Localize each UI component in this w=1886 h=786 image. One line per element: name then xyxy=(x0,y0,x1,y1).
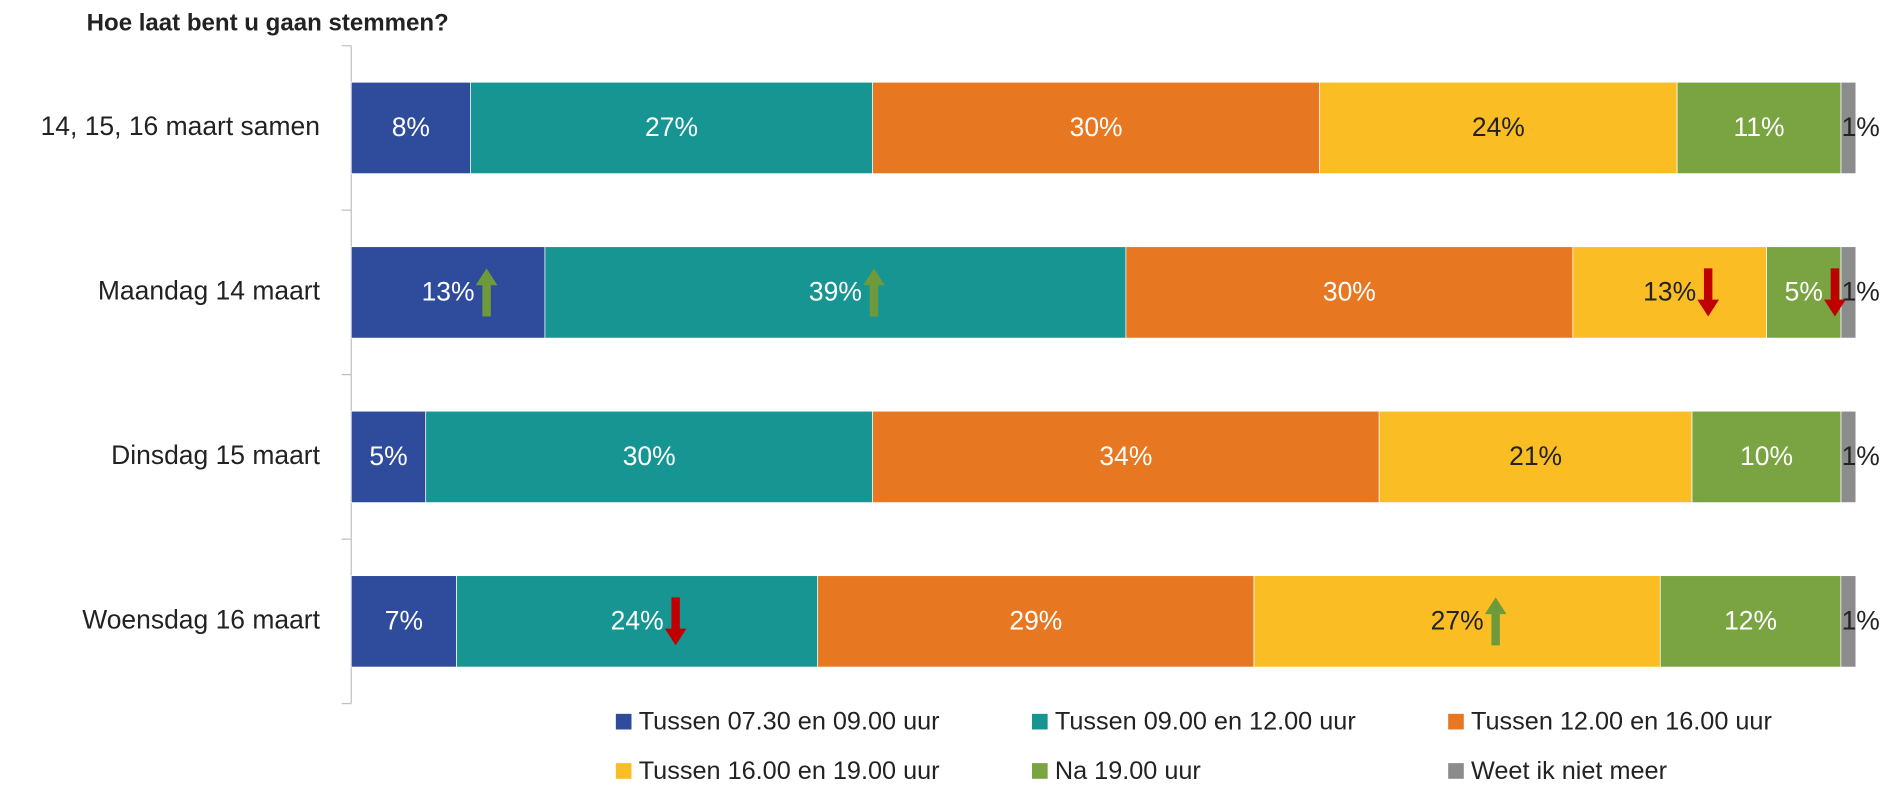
legend-label: Na 19.00 uur xyxy=(1055,757,1201,785)
bar-segment xyxy=(1840,246,1857,339)
bar-segment xyxy=(1253,575,1661,668)
data-label: 1% xyxy=(1842,441,1880,471)
bar-segment xyxy=(872,410,1380,503)
chart-title: Hoe laat bent u gaan stemmen? xyxy=(87,9,449,36)
data-label: 7% xyxy=(385,606,423,636)
legend-swatch xyxy=(1032,763,1048,779)
category-label: 14, 15, 16 maart samen xyxy=(41,111,320,141)
data-label: 5% xyxy=(369,441,407,471)
bar-segment xyxy=(1676,81,1842,175)
data-label: 12% xyxy=(1724,606,1777,636)
data-label: 13% xyxy=(1643,277,1696,307)
data-label: 1% xyxy=(1842,277,1880,307)
data-label: 5% xyxy=(1785,277,1823,307)
bar-segment xyxy=(817,575,1255,668)
bar-segment xyxy=(1659,575,1842,668)
data-label: 11% xyxy=(1734,112,1785,142)
bar-segment xyxy=(1572,246,1767,339)
legend-label: Tussen 09.00 en 12.00 uur xyxy=(1055,708,1356,736)
bar-segment xyxy=(350,410,427,503)
arrow-up xyxy=(863,268,885,317)
bar-segment xyxy=(1840,575,1857,668)
legend-label: Tussen 16.00 en 19.00 uur xyxy=(639,757,940,785)
arrow-down xyxy=(1824,268,1846,317)
arrow-up xyxy=(1484,597,1507,646)
data-label: 27% xyxy=(645,112,698,142)
bar-segment xyxy=(425,410,874,503)
arrow-down xyxy=(664,597,687,646)
data-label: 30% xyxy=(623,441,676,471)
data-label: 30% xyxy=(1323,277,1376,307)
bar-segment xyxy=(1766,246,1842,339)
data-label: 8% xyxy=(392,112,430,142)
data-label: 39% xyxy=(809,277,862,307)
bar-segment xyxy=(1378,410,1693,503)
legend-label: Weet ik niet meer xyxy=(1471,757,1667,785)
data-label: 21% xyxy=(1509,441,1562,471)
bar-segment xyxy=(1125,246,1574,339)
category-label: Maandag 14 maart xyxy=(98,275,321,305)
data-label: 30% xyxy=(1070,112,1123,142)
data-label: 27% xyxy=(1431,606,1484,636)
bar-segment xyxy=(350,246,546,339)
arrow-down xyxy=(1697,268,1720,317)
data-label: 1% xyxy=(1842,112,1880,142)
legend-swatch xyxy=(1448,713,1464,730)
legend-swatch xyxy=(1032,713,1048,730)
bar-segment xyxy=(1840,81,1857,175)
bar-segment xyxy=(1319,81,1678,175)
legend-swatch xyxy=(1448,763,1464,779)
data-label: 1% xyxy=(1842,606,1880,636)
bar-segment xyxy=(872,81,1320,175)
legend-swatch xyxy=(615,713,632,730)
data-label: 34% xyxy=(1099,441,1152,471)
arrow-up xyxy=(475,268,498,317)
bar-segment xyxy=(1840,410,1857,503)
legend-label: Tussen 12.00 en 16.00 uur xyxy=(1471,708,1772,736)
category-label: Dinsdag 15 maart xyxy=(111,440,320,470)
bar-segment xyxy=(544,246,1127,339)
legend-swatch xyxy=(615,763,632,779)
data-label: 24% xyxy=(1472,112,1525,142)
bar-segment xyxy=(1691,410,1842,503)
bar-segment xyxy=(456,575,819,668)
data-label: 10% xyxy=(1740,441,1793,471)
legend-label: Tussen 07.30 en 09.00 uur xyxy=(639,708,940,736)
data-label: 29% xyxy=(1009,606,1062,636)
data-label: 13% xyxy=(422,277,475,307)
bar-segment xyxy=(350,81,471,175)
data-label: 24% xyxy=(611,606,664,636)
category-label: Woensdag 16 maart xyxy=(82,604,320,634)
